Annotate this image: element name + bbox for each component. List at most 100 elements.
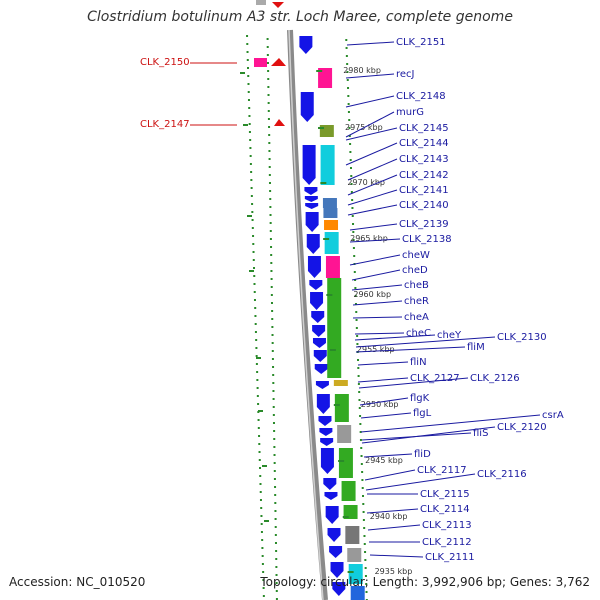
gene-label[interactable]: fliS bbox=[473, 428, 488, 439]
forward-gene-14[interactable] bbox=[312, 338, 326, 348]
leader-line bbox=[361, 426, 496, 444]
gene-label[interactable]: CLK_2111 bbox=[425, 552, 475, 563]
gene-label[interactable]: murG bbox=[396, 107, 424, 118]
forward-gene-12[interactable] bbox=[311, 311, 325, 323]
gc-dot bbox=[259, 499, 262, 501]
gene-label[interactable]: flgL bbox=[413, 408, 432, 419]
gene-label-reverse[interactable]: CLK_2150 bbox=[140, 57, 190, 68]
gc-dot bbox=[253, 267, 256, 269]
gene-clk-2147[interactable] bbox=[274, 119, 285, 126]
gene-label[interactable]: CLK_2112 bbox=[422, 537, 472, 548]
forward-gene-7[interactable] bbox=[305, 212, 319, 232]
gene-label[interactable]: CLK_2126 bbox=[470, 373, 520, 384]
gc-dot bbox=[272, 374, 275, 376]
gene-label[interactable]: CLK_2143 bbox=[399, 154, 449, 165]
gc-dot bbox=[349, 143, 352, 145]
gene-label[interactable]: cheY bbox=[437, 330, 462, 341]
forward-gene-19[interactable] bbox=[318, 416, 332, 426]
gene-label[interactable]: CLK_2145 bbox=[399, 123, 449, 134]
forward-gene-26[interactable] bbox=[327, 528, 341, 542]
gene-label[interactable]: CLK_2142 bbox=[399, 170, 449, 181]
gc-dot bbox=[359, 415, 362, 417]
gene-label[interactable]: CLK_2116 bbox=[477, 469, 527, 480]
leader-line bbox=[345, 95, 395, 108]
forward-gene-27[interactable] bbox=[329, 546, 343, 558]
forward-gene-24[interactable] bbox=[324, 492, 338, 500]
forward-gene-8[interactable] bbox=[306, 234, 320, 254]
gene-label[interactable]: fliN bbox=[410, 357, 427, 368]
gene-label[interactable]: CLK_2151 bbox=[396, 37, 446, 48]
forward-gene-16[interactable] bbox=[314, 364, 328, 374]
forward-gene-1[interactable] bbox=[299, 36, 313, 54]
gene-label[interactable]: CLK_2117 bbox=[417, 465, 467, 476]
forward-gene-9[interactable] bbox=[307, 256, 321, 278]
forward-gene-20[interactable] bbox=[319, 428, 333, 436]
leader-line bbox=[358, 377, 469, 389]
gc-dot bbox=[274, 526, 277, 528]
gc-dot bbox=[273, 446, 276, 448]
gene-label[interactable]: CLK_2148 bbox=[396, 91, 446, 102]
gene-label[interactable]: CLK_2141 bbox=[399, 185, 449, 196]
gc-dot bbox=[254, 331, 257, 333]
gc-dot bbox=[359, 439, 362, 441]
gene-label[interactable]: csrA bbox=[542, 410, 564, 421]
gene-clk-2150-arrow[interactable] bbox=[271, 58, 286, 66]
tick-label: 2965 kbp bbox=[350, 234, 388, 243]
gene-clk-2150[interactable] bbox=[254, 58, 267, 67]
gene-label[interactable]: fliD bbox=[414, 449, 431, 460]
gene-label[interactable]: CLK_2144 bbox=[399, 138, 449, 149]
gc-dot bbox=[268, 174, 271, 176]
forward-gene-6[interactable] bbox=[305, 203, 319, 209]
forward-gene-18[interactable] bbox=[316, 394, 330, 414]
forward-gene-5[interactable] bbox=[304, 196, 318, 202]
gc-dot bbox=[354, 287, 357, 289]
gene-label[interactable]: CLK_2140 bbox=[399, 200, 449, 211]
gc-dot bbox=[358, 391, 361, 393]
gc-dot bbox=[345, 47, 348, 49]
forward-gene-10[interactable] bbox=[309, 280, 323, 290]
gene-label[interactable]: cheD bbox=[402, 265, 428, 276]
forward-gene-4[interactable] bbox=[304, 187, 318, 195]
gene-label[interactable]: cheB bbox=[404, 280, 429, 291]
gc-dot bbox=[359, 423, 362, 425]
gene-label[interactable]: CLK_2127 bbox=[410, 373, 460, 384]
leader-line bbox=[346, 41, 395, 46]
forward-gene-13[interactable] bbox=[312, 325, 326, 337]
gc-dot bbox=[364, 551, 367, 553]
genome-backbone bbox=[287, 29, 328, 600]
forward-gene-25[interactable] bbox=[325, 506, 339, 524]
forward-gene-17[interactable] bbox=[315, 381, 329, 389]
gene-label[interactable]: CLK_2120 bbox=[497, 422, 547, 433]
gene-label[interactable]: cheA bbox=[404, 312, 429, 323]
gene-label[interactable]: CLK_2138 bbox=[402, 234, 452, 245]
gc-dot bbox=[346, 79, 349, 81]
gene-label[interactable]: cheC bbox=[406, 328, 431, 339]
forward-gene-23[interactable] bbox=[323, 478, 337, 490]
gene-label[interactable]: CLK_2113 bbox=[422, 520, 472, 531]
gene-label[interactable]: flgK bbox=[410, 393, 430, 404]
forward-gene-11[interactable] bbox=[310, 292, 324, 310]
forward-gene-15[interactable] bbox=[313, 350, 327, 362]
gene-label[interactable]: recJ bbox=[396, 69, 415, 80]
gene-label[interactable]: cheW bbox=[402, 250, 430, 261]
gene-label[interactable]: CLK_2114 bbox=[420, 504, 470, 515]
gc-dot bbox=[351, 207, 354, 209]
gene-label-reverse[interactable]: CLK_2147 bbox=[140, 119, 190, 130]
gene-label[interactable]: CLK_2130 bbox=[497, 332, 547, 343]
forward-gene-2[interactable] bbox=[300, 92, 314, 122]
gene-label[interactable]: cheR bbox=[404, 296, 429, 307]
gc-dot bbox=[259, 491, 262, 493]
forward-gene-28[interactable] bbox=[330, 562, 344, 578]
gene-label[interactable]: CLK_2139 bbox=[399, 219, 449, 230]
forward-gene-29[interactable] bbox=[332, 582, 346, 596]
gc-dot bbox=[255, 355, 258, 357]
forward-gene-22[interactable] bbox=[320, 448, 334, 474]
gc-dot bbox=[262, 579, 265, 581]
leader-line bbox=[347, 158, 398, 181]
gc-dot bbox=[358, 407, 361, 409]
forward-gene-21[interactable] bbox=[320, 438, 334, 446]
forward-gene-3[interactable] bbox=[302, 145, 316, 185]
gene-label[interactable]: fliM bbox=[467, 342, 485, 353]
gene-label[interactable]: CLK_2115 bbox=[420, 489, 470, 500]
gc-dot bbox=[268, 150, 271, 152]
